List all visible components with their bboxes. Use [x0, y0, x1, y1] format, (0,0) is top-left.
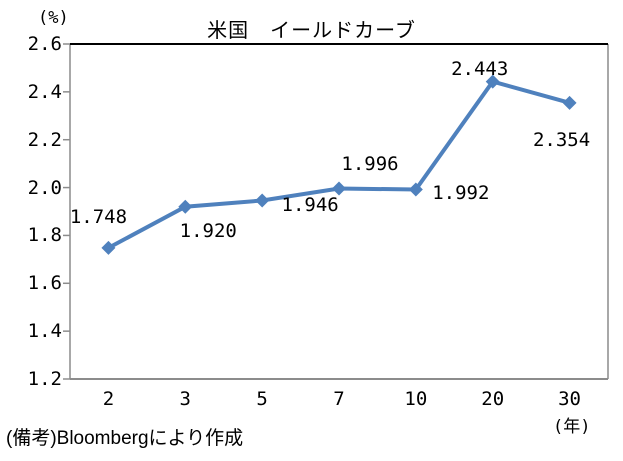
data-point-marker [332, 181, 346, 196]
data-label: 1.992 [432, 182, 490, 205]
data-point-marker [408, 182, 423, 197]
x-tick-label: 2 [102, 388, 115, 410]
data-point-marker [485, 74, 500, 89]
y-tick-label: 2.0 [27, 176, 62, 199]
y-tick-label: 1.6 [27, 272, 62, 295]
data-label: 1.920 [179, 219, 237, 242]
y-tick-label: 2.2 [27, 128, 62, 151]
x-tick-label: 30 [558, 388, 582, 410]
y-tick-label: 1.4 [27, 320, 62, 343]
yield-curve-line [107, 79, 571, 250]
y-tick-label: 2.6 [27, 33, 62, 55]
x-tick-label: 3 [179, 388, 192, 410]
y-tick-label: 1.8 [27, 224, 62, 247]
data-point-marker [562, 95, 577, 110]
y-tick-label: 1.2 [27, 368, 62, 390]
data-label: 1.996 [341, 152, 399, 175]
x-axis-unit-label: (年) [553, 417, 591, 437]
y-axis-unit-label: (%) [38, 8, 69, 28]
x-tick-label: 10 [404, 388, 428, 410]
data-point-marker [101, 240, 116, 255]
x-tick-label: 20 [481, 388, 505, 410]
data-point-marker [178, 199, 193, 214]
x-tick-label: 5 [256, 388, 268, 410]
data-label: 1.946 [281, 194, 339, 217]
chart-title: 米国 イールドカーブ [207, 20, 416, 42]
data-label: 2.354 [532, 128, 591, 151]
data-point-marker [255, 193, 270, 208]
data-label: 2.443 [451, 57, 509, 80]
data-label: 1.748 [69, 205, 128, 228]
x-tick-label: 7 [333, 388, 345, 410]
source-note: (備考)Bloombergにより作成 [6, 428, 244, 449]
y-tick-label: 2.4 [27, 80, 62, 103]
